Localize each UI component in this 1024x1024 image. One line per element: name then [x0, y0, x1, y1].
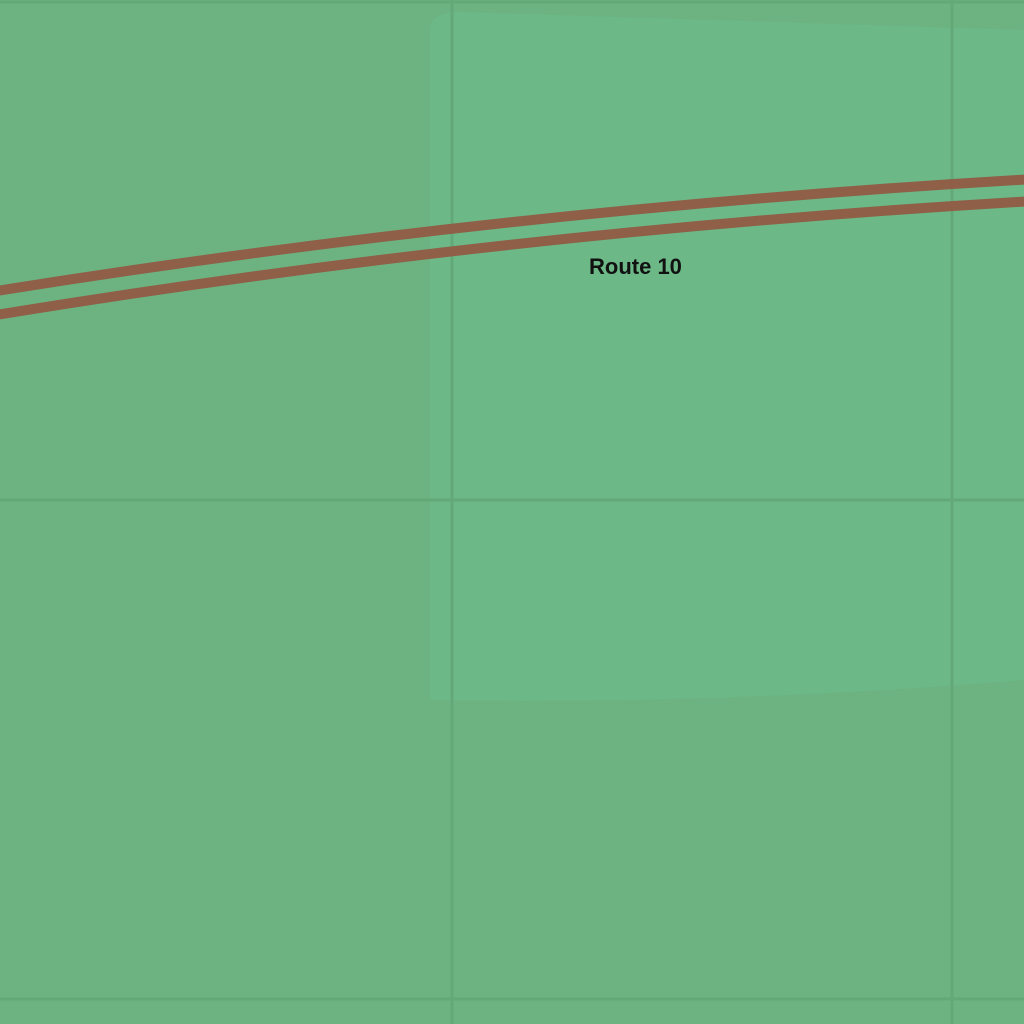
route-label: Route 10 [589, 254, 682, 279]
road-route-10[interactable] [0, 174, 1024, 320]
park-area [430, 12, 1024, 701]
road-edge-lower [0, 196, 1024, 320]
road-edge-upper [0, 174, 1024, 296]
